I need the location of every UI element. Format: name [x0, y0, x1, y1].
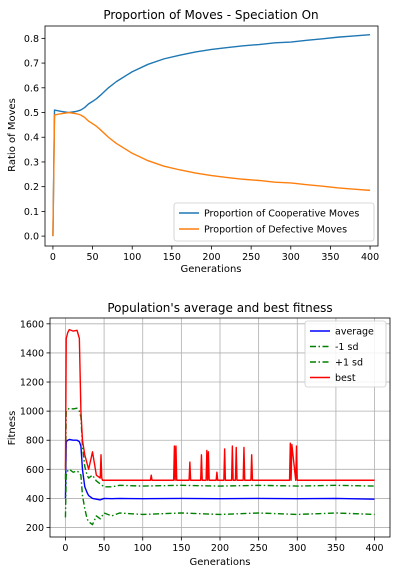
x-tick-label: 250: [242, 252, 260, 263]
chart-title: Population's average and best fitness: [107, 301, 332, 315]
series-line-best: [64, 328, 375, 481]
plot-frame: [49, 317, 391, 538]
x-tick-label: 200: [202, 252, 220, 263]
x-axis-label: Generations: [181, 264, 242, 275]
x-tick-label: 300: [282, 252, 300, 263]
legend-label: -1 sd: [335, 342, 358, 353]
y-tick-label: 0.7: [24, 59, 39, 70]
tick-layer: 0 50 100 150 200 250 300 350 400 0.0 0.1 0.2 0.3 0.4 0…: [24, 34, 379, 263]
x-tick-label: 400: [361, 252, 379, 263]
y-tick-label: 0.2: [24, 182, 39, 193]
x-tick-label: 150: [163, 252, 181, 263]
series-line-1-sd: [64, 468, 375, 526]
x-tick-label: 200: [211, 543, 229, 554]
legend-label: average: [335, 327, 374, 338]
y-axis-label: Ratio of Moves: [7, 98, 18, 172]
y-tick-label: 200: [26, 523, 44, 534]
x-tick-label: 300: [288, 543, 306, 554]
plot-frame: [44, 25, 379, 247]
y-tick-label: 0.4: [24, 133, 39, 144]
tick-layer: 0 50 100 150 200 250 300 350 400 200 400 600 800 1000…: [20, 319, 384, 554]
legend-label: Proportion of Defective Moves: [204, 225, 347, 236]
x-tick-label: 50: [98, 543, 110, 554]
y-tick-label: 400: [26, 494, 44, 505]
chart-title: Proportion of Moves - Speciation On: [103, 8, 318, 22]
x-tick-label: 250: [250, 543, 268, 554]
series-line-1-sd: [64, 407, 375, 488]
legend-label: +1 sd: [335, 358, 363, 369]
x-tick-label: 350: [321, 252, 339, 263]
y-tick-label: 0.5: [24, 108, 39, 119]
legend-box: [173, 202, 375, 242]
legend-label: best: [335, 373, 356, 384]
x-tick-label: 350: [327, 543, 345, 554]
y-tick-label: 0.1: [24, 207, 39, 218]
x-axis-label: Generations: [190, 557, 251, 568]
y-tick-label: 0.3: [24, 157, 39, 168]
y-tick-label: 800: [26, 436, 44, 447]
chart-proportion-of-moves: Proportion of Moves - Speciation On Gene…: [7, 8, 379, 275]
y-tick-label: 0.0: [24, 232, 39, 243]
series-line-average: [64, 438, 375, 501]
series-layer: [64, 328, 375, 526]
x-tick-label: 0: [50, 252, 56, 263]
y-tick-label: 0.8: [24, 34, 39, 45]
series-line-proportion-of-defective-moves: [52, 111, 371, 237]
legend: average -1 sd +1 sd best: [304, 320, 387, 388]
legend-label: Proportion of Cooperative Moves: [204, 209, 359, 220]
y-axis-label: Fitness: [7, 411, 18, 446]
y-tick-label: 1000: [20, 407, 44, 418]
chart-population-fitness: Population's average and best fitness Ge…: [7, 301, 391, 568]
legend-box: [304, 320, 387, 388]
y-tick-label: 600: [26, 465, 44, 476]
y-tick-label: 1200: [20, 378, 44, 389]
legend: Proportion of Cooperative Moves Proportio…: [173, 202, 375, 242]
x-tick-label: 150: [172, 543, 190, 554]
x-tick-label: 400: [365, 543, 383, 554]
x-tick-label: 0: [62, 543, 68, 554]
x-tick-label: 50: [87, 252, 99, 263]
y-tick-label: 0.6: [24, 83, 39, 94]
series-layer: [52, 33, 371, 237]
x-tick-label: 100: [123, 252, 141, 263]
y-tick-label: 1600: [20, 319, 44, 330]
y-tick-label: 1400: [20, 348, 44, 359]
x-tick-label: 100: [134, 543, 152, 554]
grid-layer: [50, 318, 390, 537]
series-line-proportion-of-cooperative-moves: [52, 33, 371, 237]
